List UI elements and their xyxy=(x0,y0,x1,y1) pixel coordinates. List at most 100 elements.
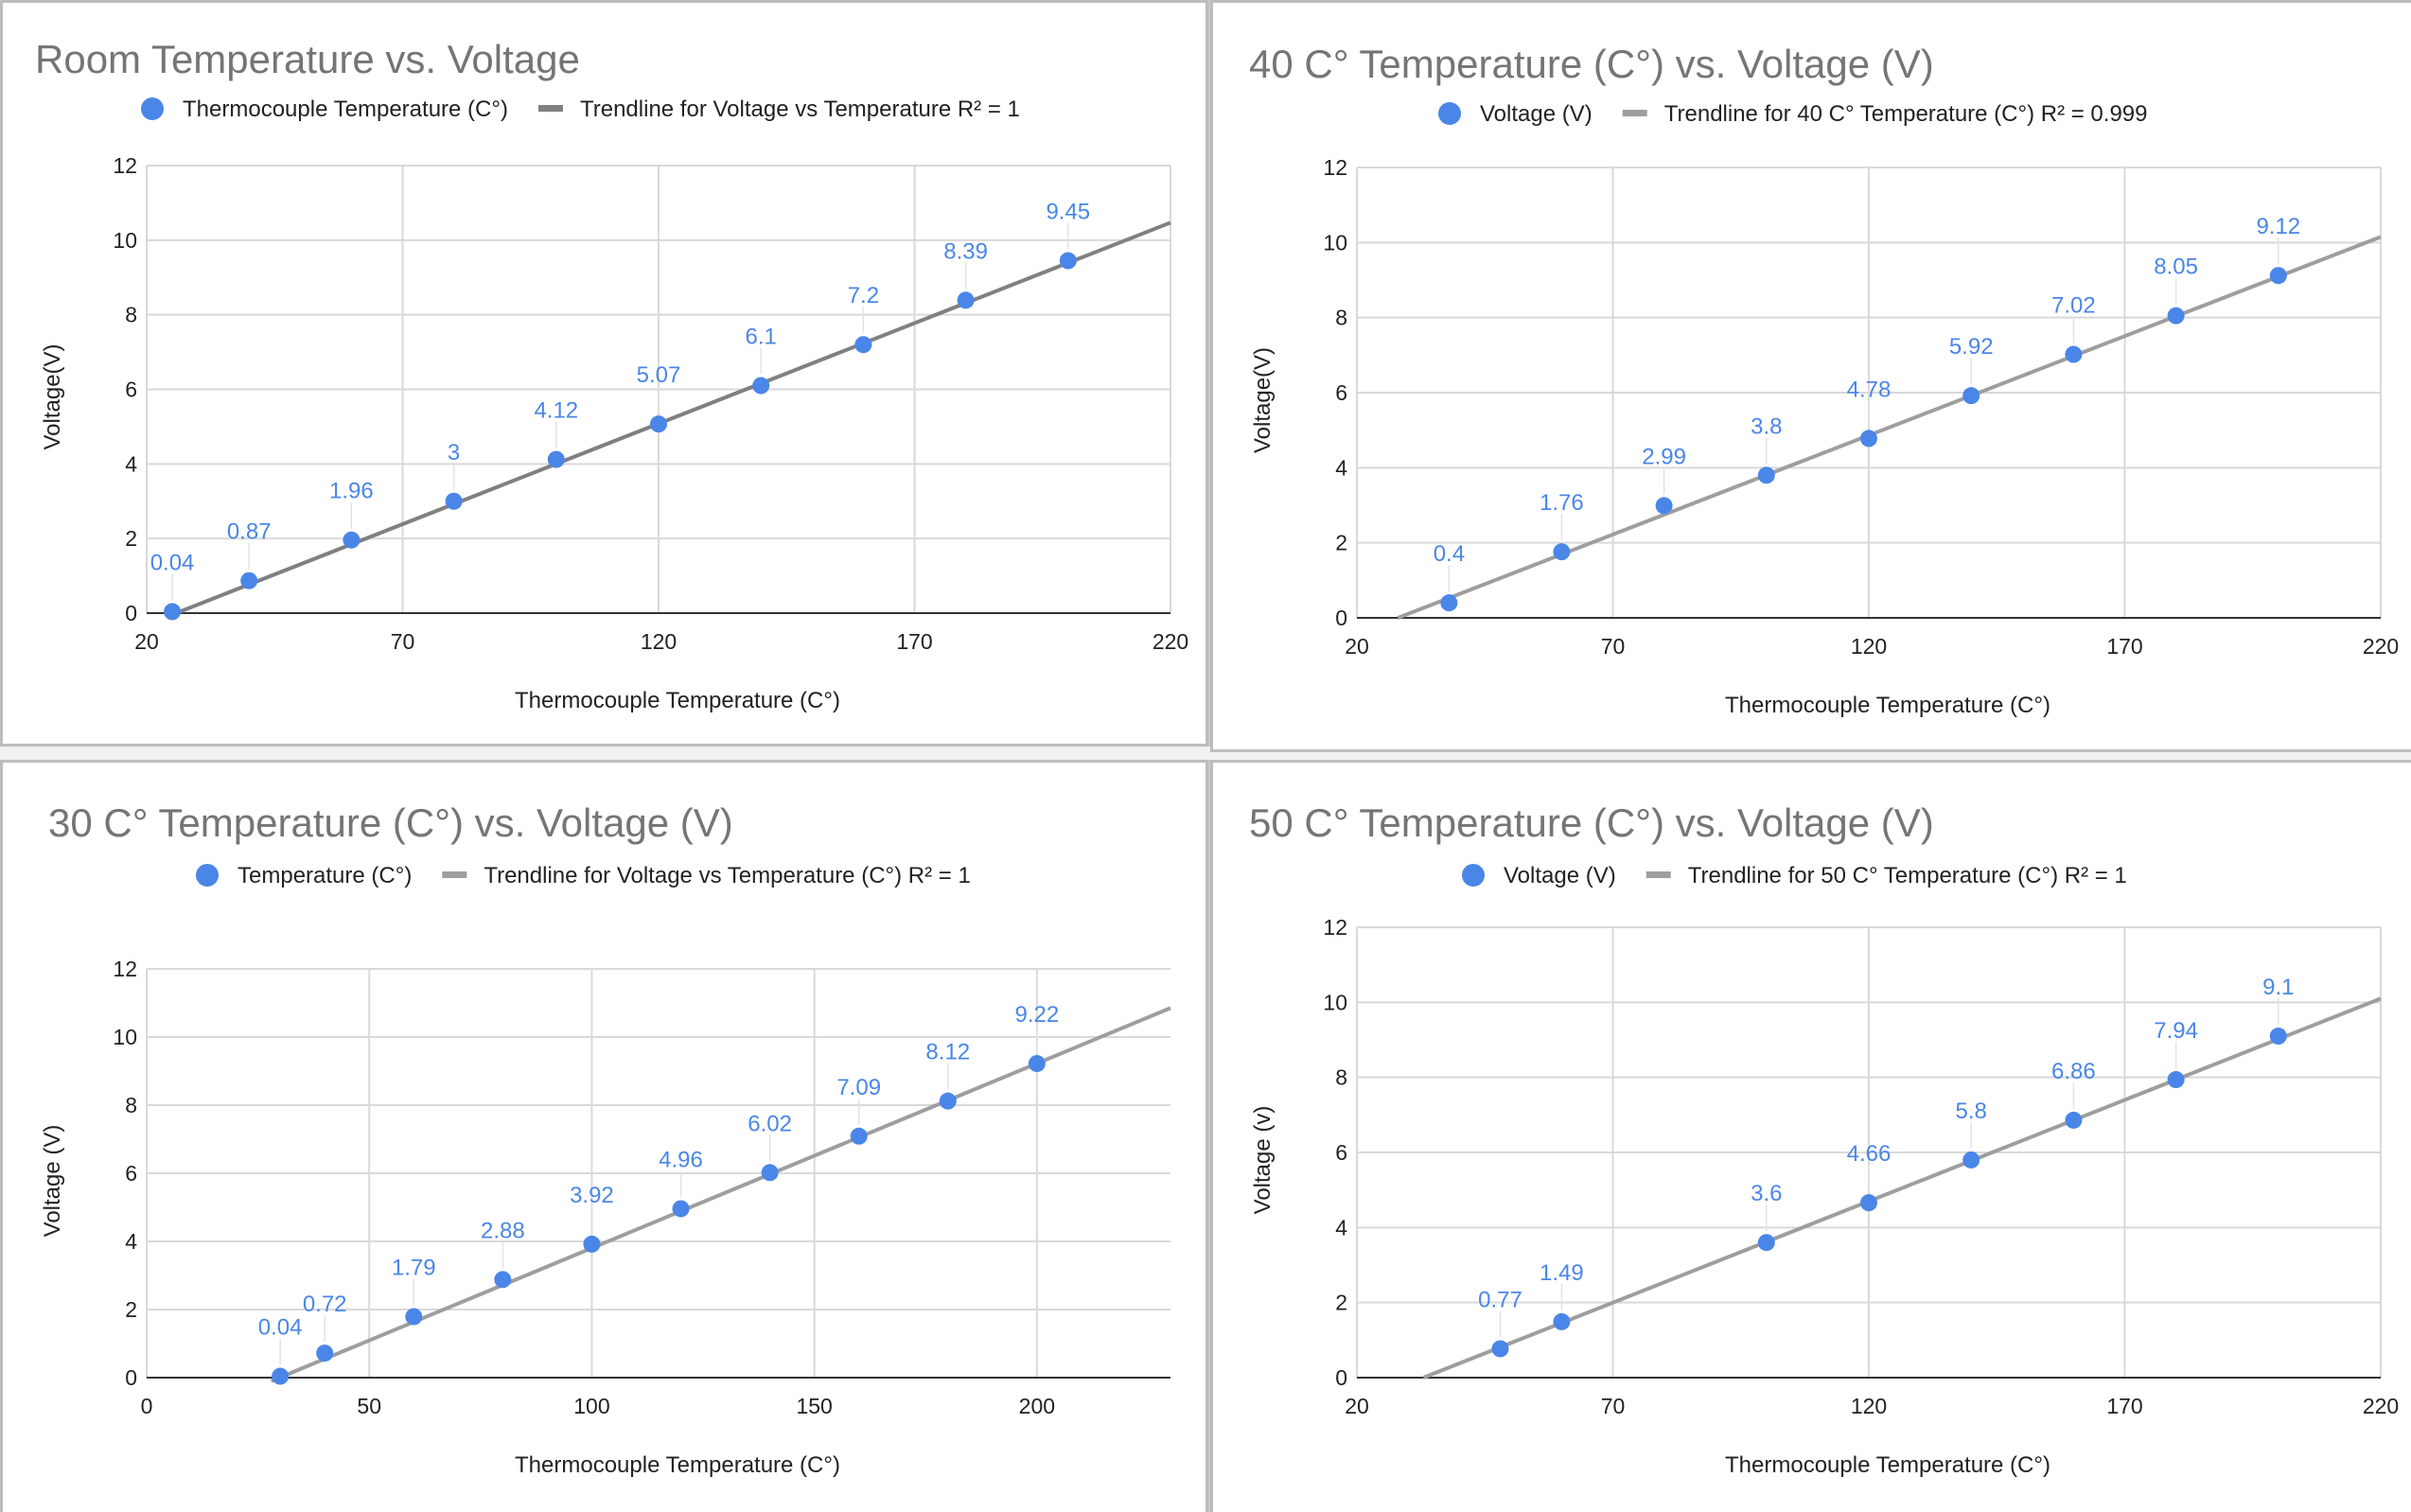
data-label: 1.49 xyxy=(1540,1260,1584,1286)
y-tick-label: 8 xyxy=(125,1093,137,1117)
data-point xyxy=(445,492,463,510)
legend-point-marker xyxy=(141,97,164,120)
data-point xyxy=(2167,1071,2185,1089)
chart-title: Room Temperature vs. Voltage xyxy=(35,37,580,81)
chart-title: 30 C° Temperature (C°) vs. Voltage (V) xyxy=(48,800,733,845)
y-tick-label: 0 xyxy=(125,601,137,625)
data-label: 7.94 xyxy=(2154,1018,2198,1044)
legend-trend-marker xyxy=(1622,110,1647,116)
legend-point-marker xyxy=(1462,864,1485,887)
data-label: 4.96 xyxy=(659,1147,703,1172)
data-point xyxy=(1962,1151,1980,1169)
data-label: 2.99 xyxy=(1642,444,1686,469)
data-label: 9.12 xyxy=(2256,214,2300,239)
legend-trend-marker xyxy=(442,871,467,878)
x-tick-label: 0 xyxy=(141,1394,153,1418)
x-tick-label: 70 xyxy=(391,629,415,654)
y-tick-label: 8 xyxy=(125,303,137,327)
y-tick-label: 12 xyxy=(1323,155,1347,180)
data-point xyxy=(1491,1340,1509,1358)
data-label: 1.96 xyxy=(329,479,374,504)
y-tick-label: 2 xyxy=(1335,1291,1347,1315)
x-tick-label: 170 xyxy=(896,629,932,654)
data-point xyxy=(854,336,872,354)
data-label: 1.76 xyxy=(1540,490,1584,516)
x-tick-label: 120 xyxy=(1851,1394,1887,1418)
data-point xyxy=(405,1308,423,1326)
data-point xyxy=(2167,307,2185,325)
chart-50c-temperature: 50 C° Temperature (C°) vs. Voltage (V) Vo… xyxy=(1210,760,2411,1512)
data-point xyxy=(2269,267,2287,285)
data-point xyxy=(2065,1111,2083,1129)
x-tick-label: 20 xyxy=(1345,1394,1369,1418)
data-label: 7.02 xyxy=(2051,293,2096,319)
data-label: 2.88 xyxy=(481,1218,525,1243)
y-axis-title: Voltage (V) xyxy=(40,1125,65,1238)
data-label: 3.92 xyxy=(570,1183,614,1208)
y-tick-label: 0 xyxy=(1335,1365,1347,1390)
data-point xyxy=(164,603,182,621)
data-point xyxy=(547,450,565,468)
data-label: 9.45 xyxy=(1046,200,1090,225)
y-tick-label: 6 xyxy=(125,1161,137,1186)
chart-title: 50 C° Temperature (C°) vs. Voltage (V) xyxy=(1249,800,1934,845)
y-tick-label: 6 xyxy=(1335,1140,1347,1165)
y-tick-label: 2 xyxy=(125,526,137,551)
data-label: 0.87 xyxy=(227,519,272,545)
y-tick-label: 10 xyxy=(113,1025,137,1049)
chart-title: 40 C° Temperature (C°) vs. Voltage (V) xyxy=(1249,42,1934,86)
legend: Voltage (V) Trendline for 50 C° Temperatu… xyxy=(1462,863,2127,888)
y-tick-label: 10 xyxy=(1323,230,1347,255)
y-tick-label: 2 xyxy=(1335,531,1347,555)
data-label: 0.04 xyxy=(150,550,195,575)
legend-trend-marker xyxy=(1645,871,1671,878)
data-point xyxy=(240,571,258,589)
data-point xyxy=(1860,430,1877,448)
data-label: 4.12 xyxy=(534,398,578,424)
data-label: 6.86 xyxy=(2051,1059,2096,1084)
y-tick-label: 0 xyxy=(125,1365,137,1390)
chart-svg: 50 C° Temperature (C°) vs. Voltage (V) Vo… xyxy=(1249,800,2399,1478)
x-tick-label: 170 xyxy=(2106,1394,2142,1418)
legend-points-label: Thermocouple Temperature (C°) xyxy=(183,97,508,122)
y-tick-label: 8 xyxy=(1335,1065,1347,1090)
y-tick-label: 4 xyxy=(1335,455,1347,480)
x-axis-title: Thermocouple Temperature (C°) xyxy=(515,1452,840,1478)
y-tick-label: 12 xyxy=(113,153,137,178)
x-tick-label: 120 xyxy=(641,629,677,654)
data-label: 1.79 xyxy=(392,1256,436,1281)
data-point xyxy=(343,531,361,549)
legend-trend-label: Trendline for Voltage vs Temperature (C°… xyxy=(484,863,971,888)
data-point xyxy=(1757,466,1775,484)
x-tick-label: 100 xyxy=(573,1394,609,1418)
y-tick-label: 12 xyxy=(1323,915,1347,940)
legend: Temperature (C°) Trendline for Voltage vs… xyxy=(196,863,971,888)
legend-trend-label: Trendline for 50 C° Temperature (C°) R² … xyxy=(1688,863,2127,888)
data-point xyxy=(316,1345,334,1363)
chart-svg: 40 C° Temperature (C°) vs. Voltage (V) Vo… xyxy=(1249,42,2399,718)
legend-points-label: Voltage (V) xyxy=(1480,101,1593,127)
legend: Voltage (V) Trendline for 40 C° Temperatu… xyxy=(1438,101,2147,127)
data-label: 4.78 xyxy=(1847,377,1892,402)
x-tick-label: 220 xyxy=(2363,1394,2399,1418)
x-tick-label: 120 xyxy=(1851,634,1887,659)
chart-room-temperature: Room Temperature vs. Voltage Thermocouple… xyxy=(0,0,1208,747)
x-tick-label: 220 xyxy=(2363,634,2399,659)
data-label: 8.12 xyxy=(925,1040,970,1065)
y-tick-label: 2 xyxy=(125,1297,137,1322)
data-label: 0.72 xyxy=(303,1292,347,1317)
data-point xyxy=(850,1127,868,1145)
legend-points-label: Voltage (V) xyxy=(1504,863,1616,888)
data-point xyxy=(2269,1028,2287,1046)
data-label: 0.04 xyxy=(258,1315,303,1341)
data-point xyxy=(1440,594,1458,612)
y-axis-title: Voltage (v) xyxy=(1250,1106,1276,1215)
x-tick-label: 200 xyxy=(1019,1394,1055,1418)
chart-40c-temperature: 40 C° Temperature (C°) vs. Voltage (V) Vo… xyxy=(1210,0,2411,752)
data-label: 6.02 xyxy=(748,1111,792,1136)
data-label: 0.77 xyxy=(1478,1287,1522,1312)
x-tick-label: 20 xyxy=(134,629,159,654)
data-label: 3 xyxy=(448,440,460,466)
x-tick-label: 20 xyxy=(1345,634,1369,659)
data-point xyxy=(1553,1312,1571,1330)
